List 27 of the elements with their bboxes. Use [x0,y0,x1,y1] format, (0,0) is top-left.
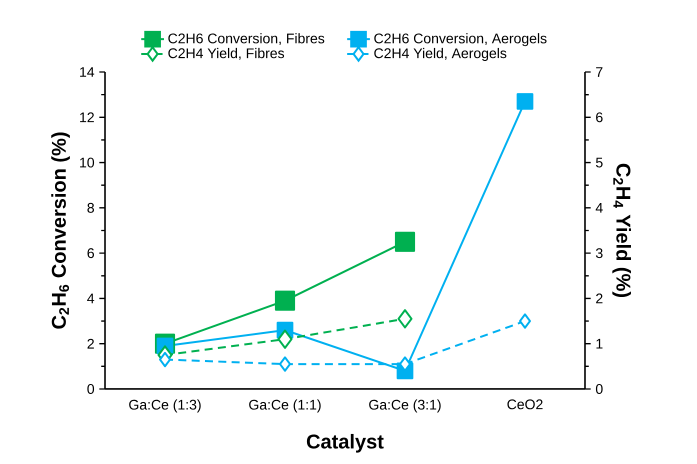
y-tick-label: 2 [88,338,94,349]
y-tick-label: 14 [80,67,94,77]
y2-axis-title: C$_{2}$H$_{4}$ Yield (%) [612,164,631,298]
legend-label: C2H6 Conversion, Fibres [168,33,324,46]
y2-tick-label: 6 [596,112,603,122]
x-tick-label: CeO2 [507,399,543,410]
y-tick-label: 6 [88,248,94,258]
y-tick-label: 12 [80,112,94,122]
y2-tick-label: 1 [596,338,602,349]
y-tick-label: 8 [87,202,94,213]
y2-tick-label: 7 [596,67,602,77]
legend-label: C2H4 Yield, Aerogels [374,48,506,61]
y2-tick-label: 2 [596,294,602,304]
legend-label: C2H6 Conversion, Aerogels [374,33,547,46]
y2-tick-label: 5 [596,158,603,168]
y-axis-title: C$_{2}$H$_{6}$ Conversion (%) [51,132,70,329]
y-tick-label: 4 [87,294,94,304]
y2-tick-label: 4 [596,203,603,213]
x-tick-label: Ga:Ce (3:1) [369,399,441,412]
y-tick-label: 0 [87,384,94,394]
x-tick-label: Ga:Ce (1:3) [129,399,201,412]
x-tick-label: Ga:Ce (1:1) [249,399,321,412]
legend-label: C2H4 Yield, Fibres [168,48,284,60]
y2-tick-label: 0 [596,384,603,394]
y2-tick-label: 3 [596,248,603,258]
y-tick-label: 10 [80,158,94,168]
x-axis-title: Catalyst [306,434,384,453]
